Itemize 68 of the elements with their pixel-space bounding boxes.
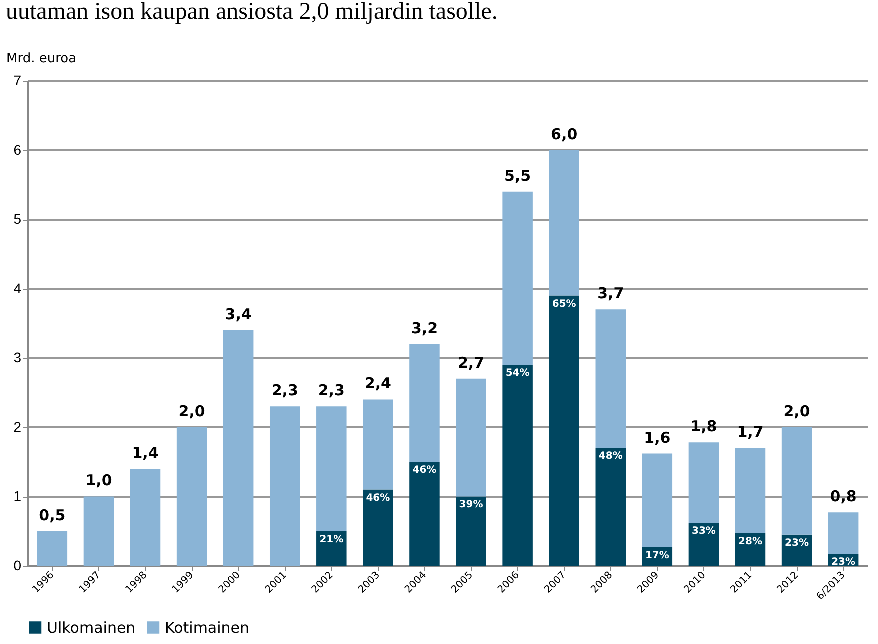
- bar: [688, 442, 720, 524]
- annotation: 21%: [320, 534, 344, 546]
- total-label: 2,0: [784, 402, 810, 420]
- legend-label: Kotimainen: [165, 618, 250, 637]
- total-label: 3,7: [598, 284, 624, 303]
- bar: [549, 150, 580, 296]
- bar: [316, 406, 347, 532]
- total-label: 1,4: [132, 444, 159, 462]
- y-tick-label: 0: [14, 558, 22, 574]
- bar: [316, 531, 347, 566]
- total-label: 0,8: [830, 488, 857, 506]
- annotation: 23%: [785, 538, 809, 549]
- y-tick-label: 6: [14, 142, 22, 158]
- total-label: 1,7: [737, 423, 764, 442]
- text: uutaman ison kaupan ansiosta 2,0 miljardin tasolle.: [6, 0, 498, 25]
- annotation: 65%: [552, 298, 576, 310]
- y-tick-label: 3: [14, 350, 22, 366]
- total-label: 1,0: [86, 472, 112, 490]
- y-tick-label: 1: [14, 488, 22, 504]
- total-label: 2,0: [178, 402, 206, 420]
- bar: [363, 490, 394, 566]
- bar: [410, 344, 440, 462]
- bar: [363, 400, 394, 490]
- bar: [596, 448, 626, 566]
- bar: [456, 378, 486, 497]
- y-tick-label: 4: [14, 280, 22, 296]
- y-axis-title: Mrd. euroa: [6, 52, 77, 66]
- bar: [84, 496, 114, 566]
- bar: [596, 310, 626, 448]
- bar: [735, 448, 766, 534]
- annotation: 48%: [598, 451, 623, 462]
- total-label: 1,8: [690, 418, 718, 436]
- bar: [828, 512, 859, 554]
- y-tick-label: 7: [14, 72, 22, 88]
- bar: [37, 531, 68, 566]
- annotation: 39%: [459, 500, 484, 511]
- bar: [502, 365, 533, 566]
- bar: [782, 427, 812, 535]
- bar: [642, 454, 673, 548]
- total-label: 2,7: [458, 354, 485, 372]
- total-label: 0,5: [39, 506, 66, 524]
- total-label: 2,3: [272, 382, 298, 400]
- total-label: 2,3: [318, 382, 345, 400]
- annotation: 33%: [692, 526, 716, 538]
- bar: [176, 427, 208, 566]
- total-label: 5,5: [504, 166, 532, 185]
- bar: [223, 330, 254, 566]
- bar: [502, 192, 533, 366]
- total-label: 1,6: [644, 428, 671, 447]
- annotation: 17%: [645, 550, 670, 562]
- annotation: 54%: [506, 368, 530, 380]
- legend-label: Ulkomainen: [47, 618, 136, 637]
- annotation: 46%: [412, 465, 437, 476]
- total-label: 3,2: [411, 319, 438, 338]
- y-tick-label: 2: [14, 418, 22, 435]
- bar: [410, 462, 440, 566]
- total-label: 6,0: [551, 125, 578, 144]
- annotation: 28%: [738, 536, 762, 548]
- bar: [130, 469, 161, 566]
- total-label: 2,4: [364, 374, 392, 393]
- annotation: 46%: [366, 492, 390, 504]
- annotation: 23%: [832, 557, 856, 568]
- bar: [270, 406, 300, 566]
- y-tick-label: 5: [14, 211, 22, 228]
- bar: [456, 496, 486, 566]
- total-label: 3,4: [225, 305, 252, 324]
- bar: [549, 296, 580, 566]
- bar: [688, 523, 720, 566]
